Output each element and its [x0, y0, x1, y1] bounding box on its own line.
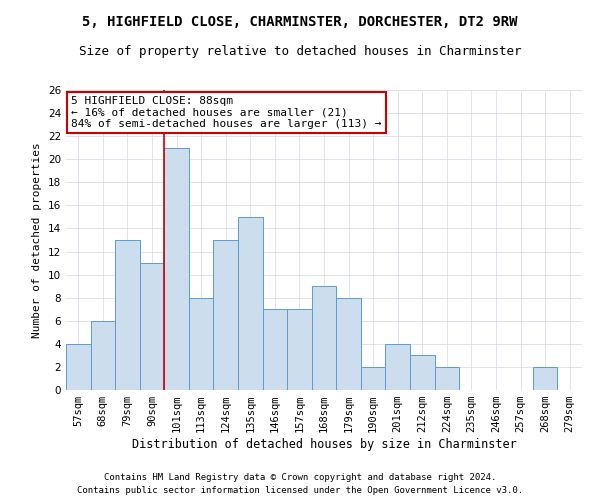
- Bar: [434, 367, 459, 390]
- Bar: [214, 240, 238, 390]
- Bar: [238, 217, 263, 390]
- Bar: [385, 344, 410, 390]
- Bar: [410, 356, 434, 390]
- Text: Size of property relative to detached houses in Charminster: Size of property relative to detached ho…: [79, 45, 521, 58]
- Bar: [66, 344, 91, 390]
- Text: Contains HM Land Registry data © Crown copyright and database right 2024.: Contains HM Land Registry data © Crown c…: [104, 474, 496, 482]
- Bar: [263, 309, 287, 390]
- Bar: [91, 321, 115, 390]
- Bar: [312, 286, 336, 390]
- Bar: [287, 309, 312, 390]
- Y-axis label: Number of detached properties: Number of detached properties: [32, 142, 43, 338]
- Bar: [336, 298, 361, 390]
- X-axis label: Distribution of detached houses by size in Charminster: Distribution of detached houses by size …: [131, 438, 517, 451]
- Text: Contains public sector information licensed under the Open Government Licence v3: Contains public sector information licen…: [77, 486, 523, 495]
- Bar: [361, 367, 385, 390]
- Bar: [140, 263, 164, 390]
- Bar: [189, 298, 214, 390]
- Bar: [115, 240, 140, 390]
- Bar: [533, 367, 557, 390]
- Text: 5, HIGHFIELD CLOSE, CHARMINSTER, DORCHESTER, DT2 9RW: 5, HIGHFIELD CLOSE, CHARMINSTER, DORCHES…: [82, 15, 518, 29]
- Bar: [164, 148, 189, 390]
- Text: 5 HIGHFIELD CLOSE: 88sqm
← 16% of detached houses are smaller (21)
84% of semi-d: 5 HIGHFIELD CLOSE: 88sqm ← 16% of detach…: [71, 96, 382, 129]
